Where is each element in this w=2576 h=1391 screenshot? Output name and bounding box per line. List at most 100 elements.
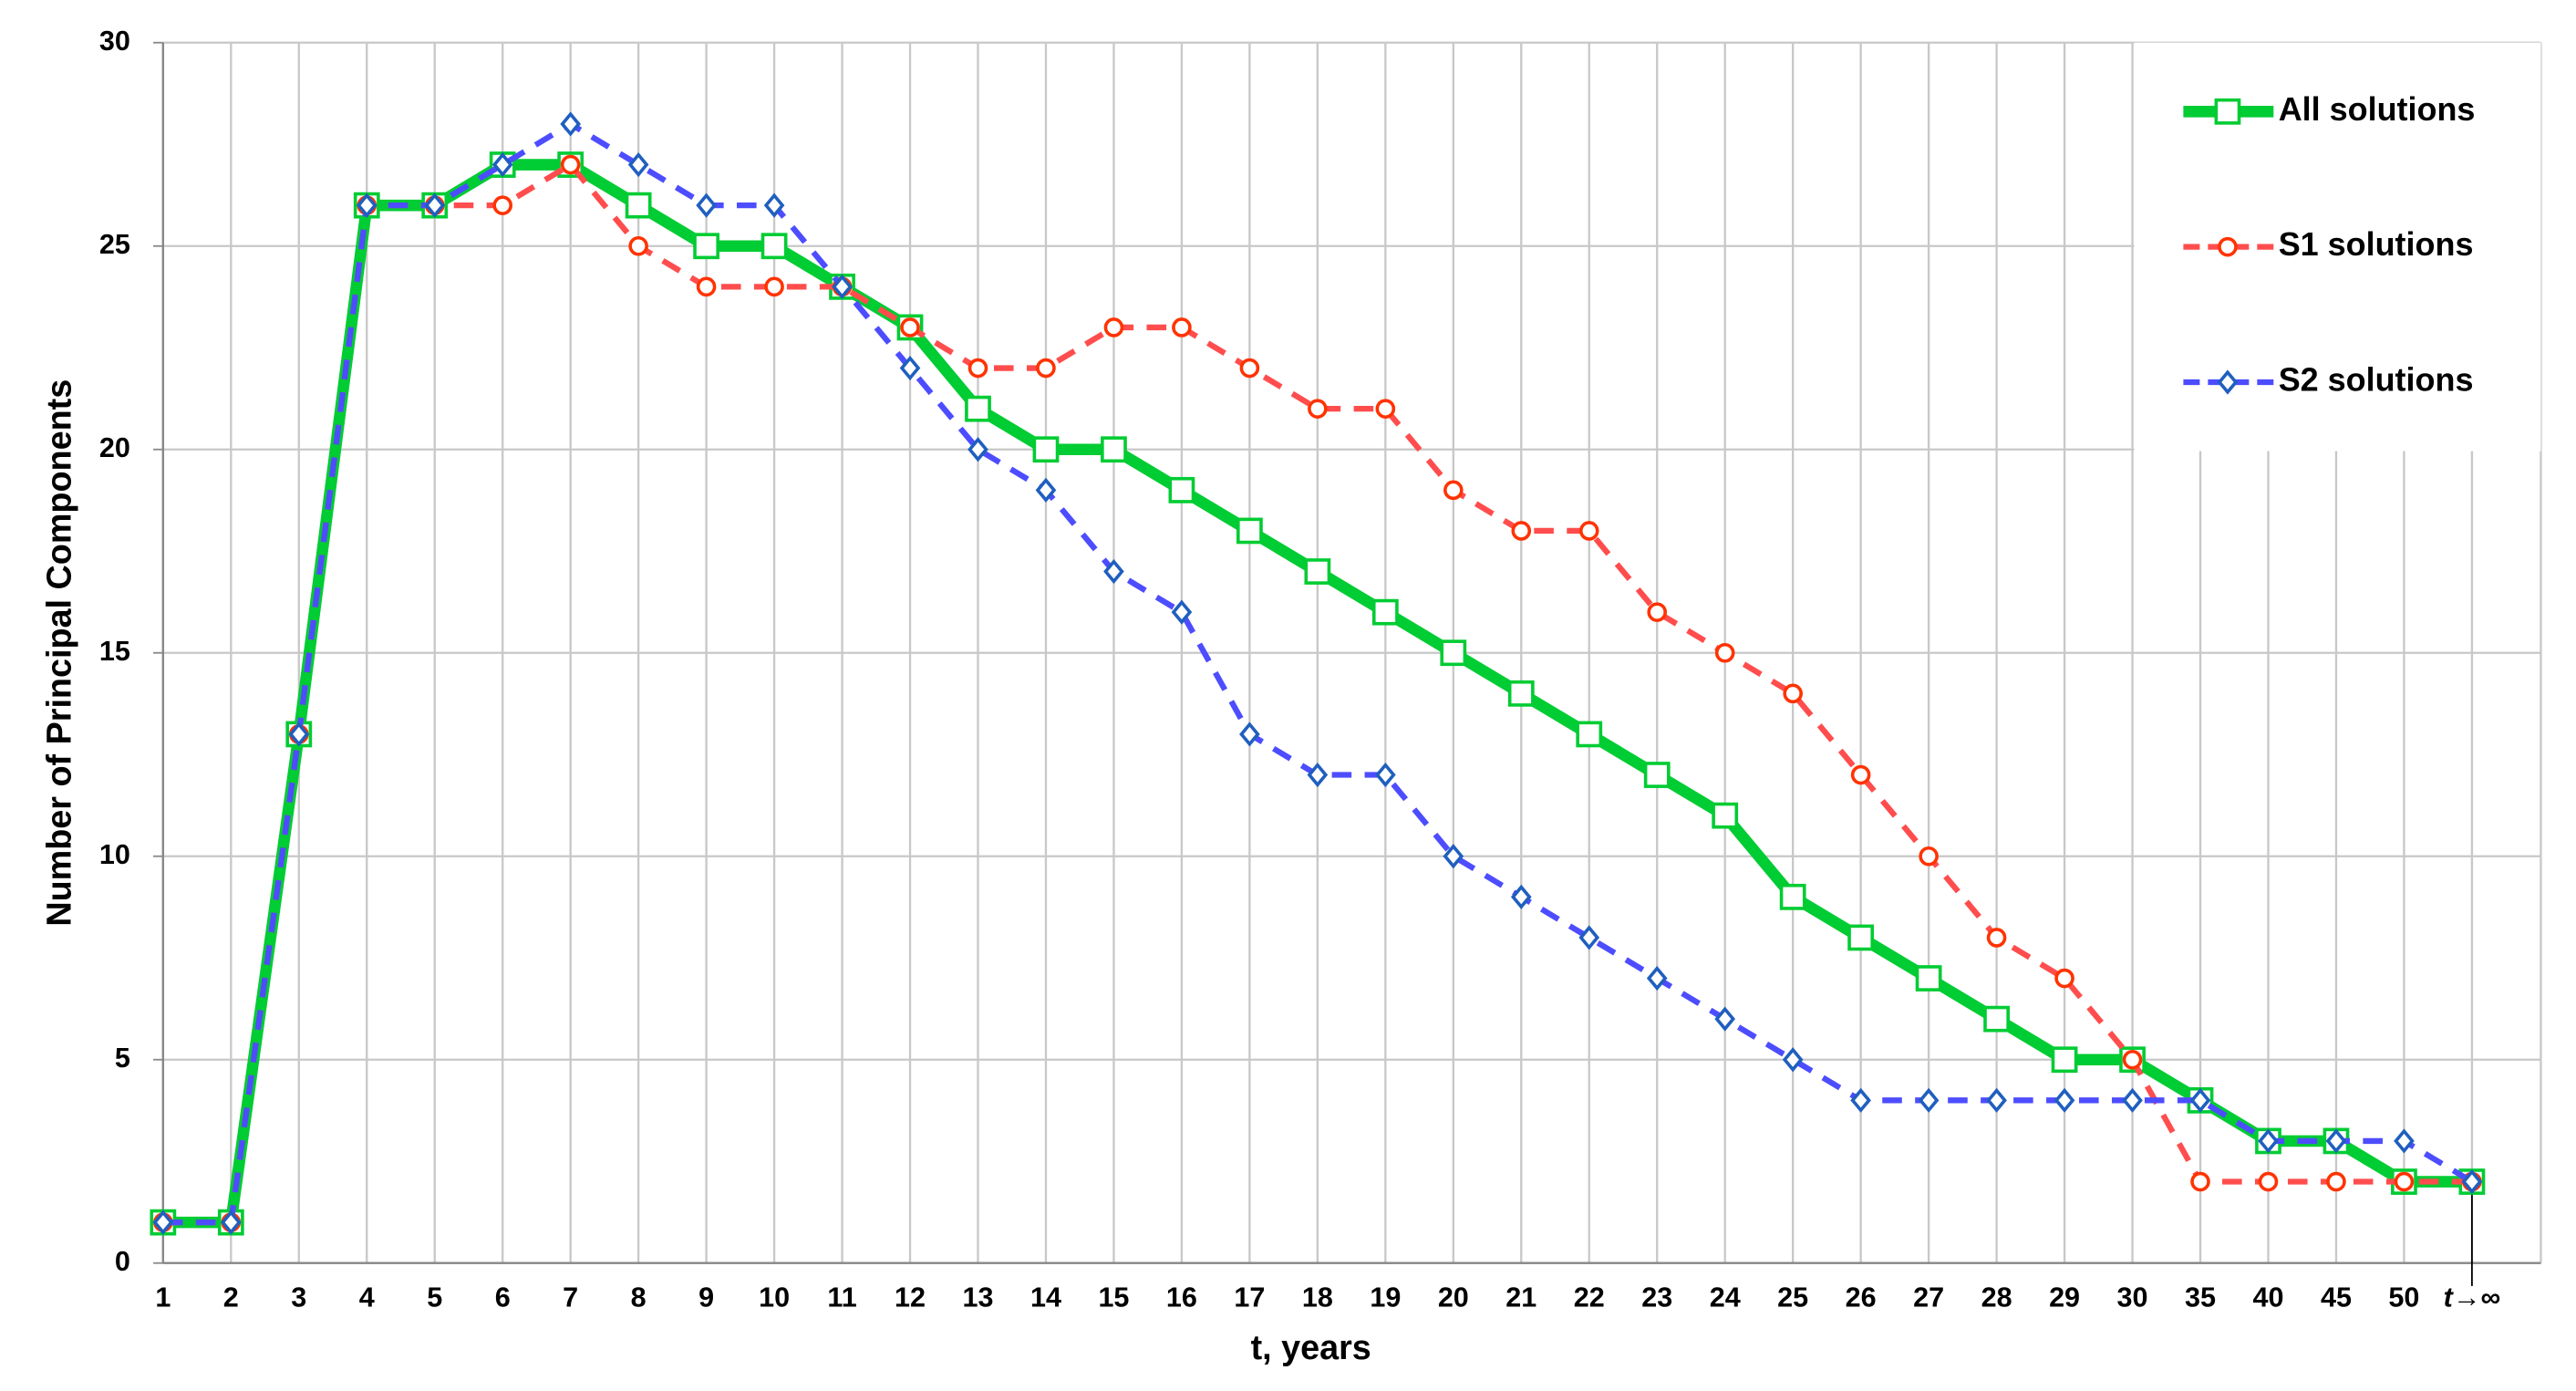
y-tick-label: 0 (115, 1246, 130, 1277)
x-tick-label: 21 (1505, 1282, 1536, 1313)
marker (1371, 598, 1399, 626)
x-tick-label: 19 (1370, 1282, 1401, 1313)
marker (1103, 317, 1124, 337)
marker (2461, 1168, 2483, 1195)
y-tick-label: 30 (99, 26, 130, 57)
marker (1168, 476, 1195, 503)
x-axis-label: t, years (1251, 1329, 1371, 1367)
x-tick-label: 29 (2049, 1282, 2080, 1313)
x-tick-label: 2 (223, 1282, 239, 1313)
marker (1714, 1006, 1736, 1032)
x-tick-label: 35 (2185, 1282, 2216, 1313)
marker (1915, 965, 1942, 991)
marker (1918, 1087, 1940, 1113)
marker (1103, 558, 1124, 585)
marker (764, 276, 784, 297)
marker (1578, 925, 1600, 950)
marker (1036, 358, 1056, 379)
x-tick-label: t→∞ (2444, 1282, 2501, 1313)
x-tick-label: 11 (827, 1282, 856, 1313)
marker (1304, 558, 1331, 585)
marker (1032, 436, 1060, 463)
x-tick-label: 40 (2252, 1282, 2283, 1313)
marker (220, 1209, 242, 1235)
marker (628, 235, 648, 256)
marker (696, 276, 717, 297)
x-tick-label: 9 (698, 1282, 714, 1313)
marker (967, 358, 988, 379)
marker (1443, 844, 1464, 869)
marker (2326, 1171, 2346, 1192)
marker (627, 151, 649, 178)
x-tick-label: 24 (1710, 1282, 1741, 1313)
marker (1714, 642, 1735, 663)
marker (1511, 521, 1532, 541)
marker (760, 233, 788, 260)
marker (560, 111, 582, 137)
marker (2214, 98, 2241, 125)
marker (1919, 846, 1939, 867)
marker (2051, 1046, 2078, 1074)
x-tick-label: 6 (495, 1282, 511, 1313)
marker (560, 154, 581, 175)
x-tick-label: 10 (759, 1282, 790, 1313)
marker (1375, 399, 1396, 419)
marker (1983, 1005, 2010, 1033)
y-tick-label: 20 (99, 432, 130, 463)
marker (1779, 883, 1806, 910)
marker (1236, 517, 1263, 545)
line (162, 161, 2472, 1226)
marker (1647, 602, 1668, 622)
marker (1850, 1087, 1871, 1113)
marker (965, 395, 991, 422)
x-tick-label: 23 (1641, 1282, 1672, 1313)
marker (424, 192, 446, 218)
marker (2394, 1171, 2415, 1192)
marker (1986, 928, 2007, 948)
marker (832, 274, 853, 299)
marker (693, 233, 720, 260)
marker (2054, 1087, 2075, 1113)
y-tick-label: 10 (99, 839, 130, 870)
marker (152, 1209, 174, 1235)
x-tick-label: 1 (155, 1282, 171, 1313)
marker (1783, 683, 1803, 704)
marker (2258, 1128, 2279, 1154)
marker (1239, 721, 1260, 747)
x-tick-label: 15 (1098, 1282, 1129, 1313)
x-tick-label: 50 (2388, 1282, 2419, 1313)
marker (1308, 399, 1328, 419)
marker (1239, 358, 1260, 379)
x-tick-label: 25 (1777, 1282, 1808, 1313)
marker (967, 437, 988, 462)
marker (1172, 317, 1192, 337)
marker (2189, 1087, 2211, 1113)
legend-label: S2 solutions (2279, 361, 2474, 399)
x-tick-label: 28 (1981, 1282, 2012, 1313)
marker (2122, 1087, 2143, 1113)
marker (763, 192, 785, 218)
marker (1782, 1047, 1804, 1073)
marker (899, 355, 921, 381)
x-tick-label: 27 (1913, 1282, 1944, 1313)
marker (625, 192, 652, 219)
y-axis-label: Number of Principal Components (40, 379, 78, 927)
legend: All solutions S1 solutions S2 solutions (2134, 42, 2541, 452)
marker (900, 317, 920, 337)
y-tick-label: 25 (99, 229, 130, 260)
x-tick-label: 45 (2321, 1282, 2352, 1313)
y-tick-label: 15 (99, 636, 130, 667)
marker (2394, 1128, 2415, 1154)
x-tick-label: 18 (1302, 1282, 1333, 1313)
x-tick-label: 12 (895, 1282, 926, 1313)
marker (492, 195, 512, 215)
x-tick-label: 26 (1846, 1282, 1877, 1313)
marker (1847, 924, 1875, 951)
marker (1171, 599, 1193, 625)
series (152, 111, 2483, 1235)
marker (1101, 436, 1127, 463)
x-tick-label: 7 (563, 1282, 578, 1313)
marker (491, 151, 513, 178)
marker (1576, 721, 1603, 748)
x-tick-label: 17 (1234, 1282, 1265, 1313)
